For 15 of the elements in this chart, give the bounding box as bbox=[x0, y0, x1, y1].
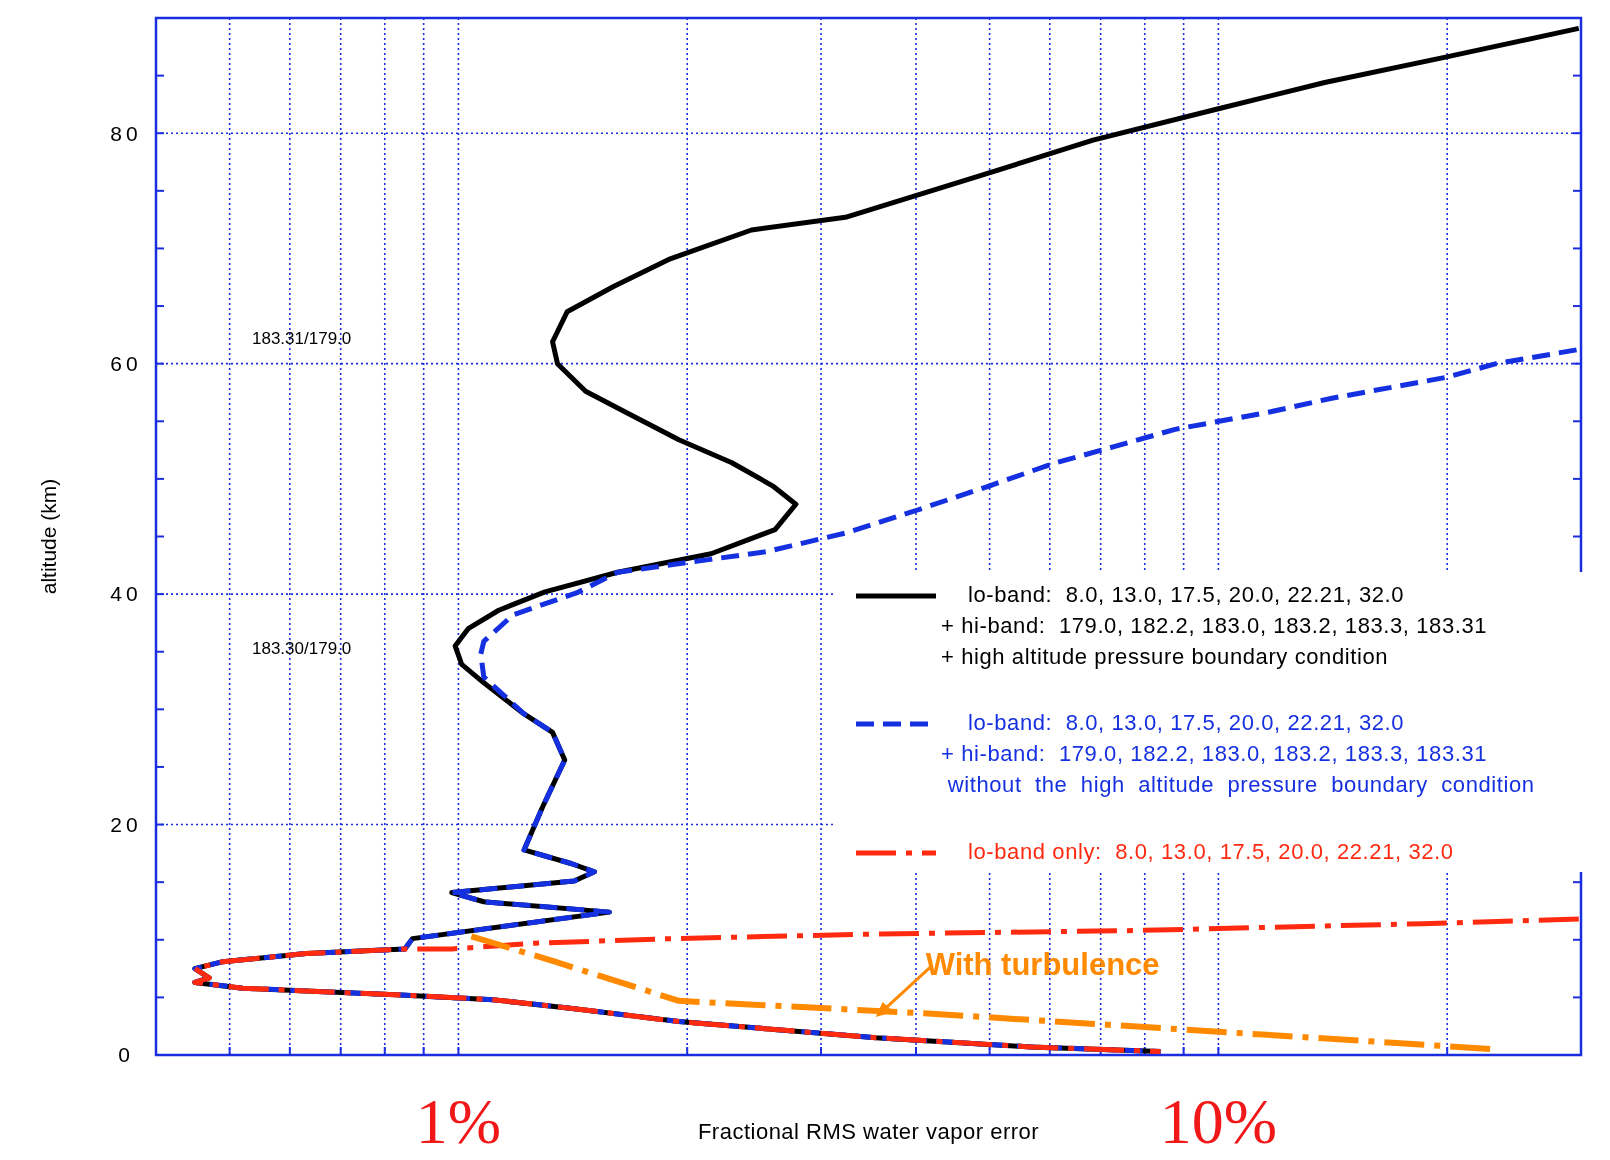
y-axis-title: altitude (km) bbox=[37, 478, 60, 595]
x-axis-title: Fractional RMS water vapor error bbox=[697, 1119, 1040, 1144]
legend-label: lo-band: 8.0, 13.0, 17.5, 20.0, 22.21, 32.0 + hi-band: 179.0, 182.2, 183.0, 183.2, 183.3, 183.31 without the high altitude pressure boundary condition bbox=[941, 710, 1535, 797]
y-tick-label: 0 bbox=[118, 1043, 134, 1067]
annotation: 183.30/179.0 bbox=[252, 638, 352, 658]
y-tick-label: 20 bbox=[110, 812, 142, 836]
legend-label: lo-band: 8.0, 13.0, 17.5, 20.0, 22.21, 32.0 + hi-band: 179.0, 182.2, 183.0, 183.2, 183.3, 183.31 + high altitude pressure boundary condition bbox=[941, 582, 1488, 669]
x-tick-label: 1% bbox=[415, 1086, 502, 1157]
x-tick-label: 10% bbox=[1159, 1086, 1278, 1157]
y-tick-label: 60 bbox=[110, 352, 142, 376]
annotation: With turbulence bbox=[925, 946, 1160, 982]
y-tick-label: 40 bbox=[110, 582, 142, 606]
y-tick-label: 80 bbox=[110, 121, 142, 145]
annotation: 183.31/179.0 bbox=[252, 328, 352, 348]
legend-label: lo-band only: 8.0, 13.0, 17.5, 20.0, 22.21, 32.0 bbox=[968, 839, 1454, 864]
